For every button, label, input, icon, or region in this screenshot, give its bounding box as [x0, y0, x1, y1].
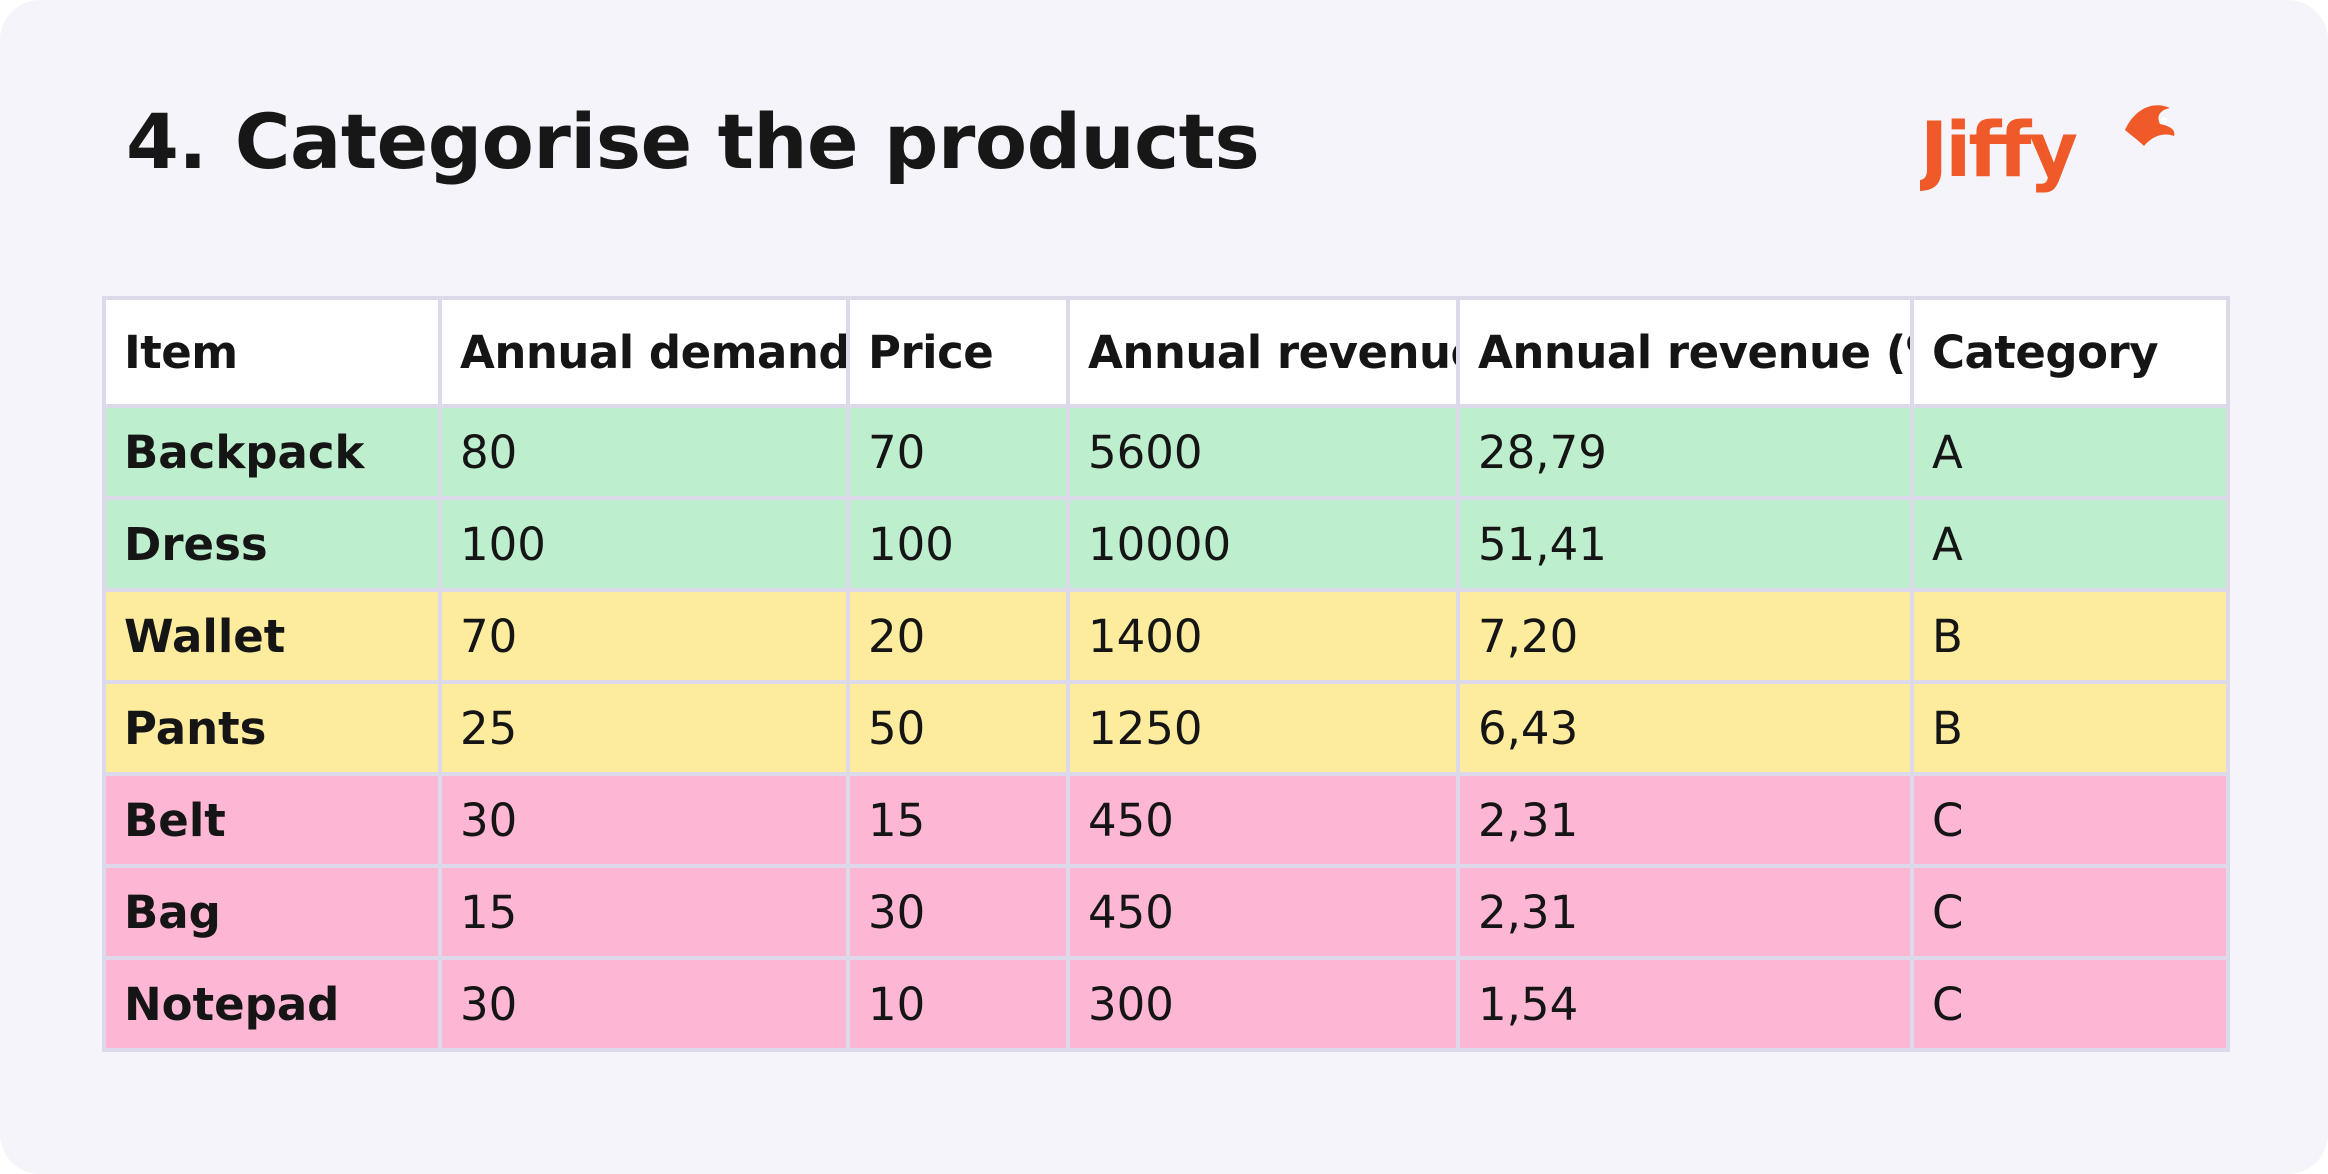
revenue-pct-cell: 28,79	[1456, 404, 1914, 500]
header-annual-revenue: Annual revenue	[1066, 296, 1460, 408]
revenue-cell: 450	[1066, 772, 1460, 868]
revenue-pct-cell: 2,31	[1456, 772, 1914, 868]
revenue-cell: 1250	[1066, 680, 1460, 776]
revenue-cell: 300	[1066, 956, 1460, 1052]
category-cell: B	[1910, 680, 2230, 776]
revenue-cell: 1400	[1066, 588, 1460, 684]
category-cell: C	[1910, 772, 2230, 868]
title-text: Categorise the products	[234, 97, 1260, 186]
item-cell: Backpack	[102, 404, 442, 500]
table-row: Notepad 30 10 300 1,54 C	[102, 956, 2230, 1052]
table-header-row: Item Annual demand Price Annual revenue …	[102, 296, 2230, 408]
item-cell: Pants	[102, 680, 442, 776]
table-row: Wallet 70 20 1400 7,20 B	[102, 588, 2230, 684]
item-cell: Notepad	[102, 956, 442, 1052]
logo-wordmark: Jiffy	[1920, 105, 2077, 194]
revenue-cell: 450	[1066, 864, 1460, 960]
revenue-pct-cell: 1,54	[1456, 956, 1914, 1052]
price-cell: 30	[846, 864, 1070, 960]
header-category: Category	[1910, 296, 2230, 408]
bird-icon	[2125, 105, 2175, 146]
table-row: Pants 25 50 1250 6,43 B	[102, 680, 2230, 776]
step-number: 4.	[126, 97, 207, 186]
page-title: 4. Categorise the products	[126, 104, 1260, 180]
demand-cell: 30	[438, 772, 850, 868]
bird-eye-icon	[2161, 117, 2167, 123]
demand-cell: 15	[438, 864, 850, 960]
demand-cell: 30	[438, 956, 850, 1052]
revenue-pct-cell: 7,20	[1456, 588, 1914, 684]
item-cell: Bag	[102, 864, 442, 960]
category-cell: A	[1910, 404, 2230, 500]
revenue-cell: 5600	[1066, 404, 1460, 500]
category-cell: C	[1910, 956, 2230, 1052]
header-price: Price	[846, 296, 1070, 408]
revenue-pct-cell: 6,43	[1456, 680, 1914, 776]
price-cell: 15	[846, 772, 1070, 868]
demand-cell: 25	[438, 680, 850, 776]
revenue-pct-cell: 51,41	[1456, 496, 1914, 592]
demand-cell: 70	[438, 588, 850, 684]
category-cell: C	[1910, 864, 2230, 960]
header-item: Item	[102, 296, 442, 408]
price-cell: 100	[846, 496, 1070, 592]
price-cell: 50	[846, 680, 1070, 776]
price-cell: 70	[846, 404, 1070, 500]
table-row: Belt 30 15 450 2,31 C	[102, 772, 2230, 868]
table-row: Dress 100 100 10000 51,41 A	[102, 496, 2230, 592]
price-cell: 20	[846, 588, 1070, 684]
demand-cell: 100	[438, 496, 850, 592]
header-annual-revenue-pct: Annual revenue (%)	[1456, 296, 1914, 408]
jiffy-logo: Jiffy	[1920, 105, 2175, 194]
abc-analysis-table: Item Annual demand Price Annual revenue …	[102, 296, 2230, 1052]
demand-cell: 80	[438, 404, 850, 500]
revenue-cell: 10000	[1066, 496, 1460, 592]
item-cell: Belt	[102, 772, 442, 868]
price-cell: 10	[846, 956, 1070, 1052]
category-cell: A	[1910, 496, 2230, 592]
category-cell: B	[1910, 588, 2230, 684]
revenue-pct-cell: 2,31	[1456, 864, 1914, 960]
table-row: Bag 15 30 450 2,31 C	[102, 864, 2230, 960]
table-row: Backpack 80 70 5600 28,79 A	[102, 404, 2230, 500]
item-cell: Dress	[102, 496, 442, 592]
header-annual-demand: Annual demand	[438, 296, 850, 408]
item-cell: Wallet	[102, 588, 442, 684]
